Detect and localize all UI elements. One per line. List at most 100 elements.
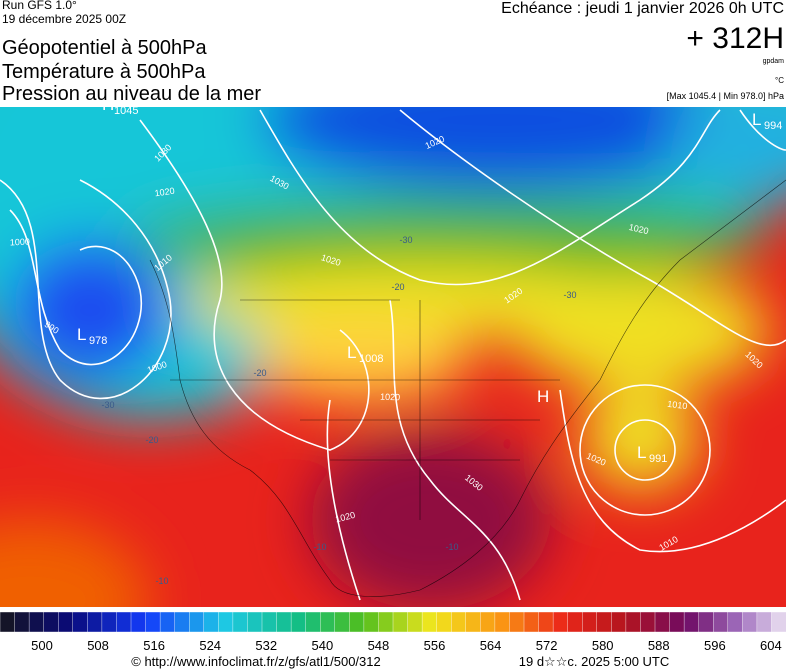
colorbar-cell <box>509 611 525 633</box>
colorbar-cell <box>480 611 496 633</box>
colorbar-cell <box>742 611 758 633</box>
colorbar-cell <box>218 611 234 633</box>
title-line: Température à 500hPa <box>2 61 206 83</box>
colorbar-cell <box>436 611 452 633</box>
colorbar-cell <box>669 611 685 633</box>
pressure-center-letter: L <box>752 110 761 129</box>
colorbar-cell <box>756 611 773 633</box>
run-label: Run GFS 1.0° <box>2 0 77 12</box>
pressure-center-value: 994 <box>764 120 782 132</box>
colorbar-cell <box>654 611 671 633</box>
colorbar-cell <box>465 611 482 633</box>
pressure-center-letter: H <box>102 95 114 114</box>
colorbar-cell <box>276 611 292 633</box>
colorbar-label: 572 <box>536 638 558 653</box>
title-line: Géopotentiel à 500hPa <box>2 37 207 59</box>
temperature-label: -20 <box>145 435 158 445</box>
colorbar-cell <box>698 611 714 633</box>
colorbar-cell <box>582 611 598 633</box>
colorbar-label: 516 <box>143 638 165 653</box>
colorbar-cell <box>451 611 467 633</box>
temperature-label: -10 <box>445 542 458 552</box>
footer-source: © http://www.infoclimat.fr/z/gfs/atl1/50… <box>131 654 380 669</box>
footer-time: 19 d☆☆c. 2025 5:00 UTC <box>519 654 670 669</box>
isobar-label: 1020 <box>154 186 175 199</box>
colorbar-cell <box>261 611 278 633</box>
colorbar-cell <box>72 611 89 633</box>
title-line: Pression au niveau de la mer <box>2 83 261 105</box>
colorbar-cell <box>771 611 786 633</box>
pressure-center-letter: L <box>347 343 356 362</box>
pressure-center-value: 991 <box>649 453 667 465</box>
temperature-label: -30 <box>101 400 114 410</box>
colorbar-cell <box>596 611 613 633</box>
unit-temperature: °C <box>775 76 784 85</box>
isobar <box>579 384 711 516</box>
colorbar-cell <box>247 611 263 633</box>
colorbar-cell <box>334 611 351 633</box>
colorbar-cell <box>552 611 569 633</box>
coastlines <box>149 179 786 597</box>
isobars <box>0 109 786 601</box>
colorbar-cell <box>101 611 118 633</box>
colorbar-cell <box>145 611 161 633</box>
lead-time: + 312H <box>686 22 784 55</box>
temperature-label: -30 <box>563 290 576 300</box>
colorbar-cell <box>14 611 30 633</box>
isobar-label: 1020 <box>380 392 400 403</box>
colorbar-label: 588 <box>648 638 670 653</box>
colorbar-label: 564 <box>480 638 502 653</box>
colorbar-cell <box>611 611 627 633</box>
colorbar-cell <box>392 611 409 633</box>
colorbar-label: 540 <box>311 638 333 653</box>
isobar <box>559 389 786 553</box>
isobar-label: 1000 <box>10 236 31 247</box>
colorbar-cell <box>421 611 438 633</box>
colorbar-cell <box>538 611 554 633</box>
colorbar-cell <box>625 611 642 633</box>
pressure-range: [Max 1045.4 | Min 978.0] hPa <box>667 91 784 101</box>
isobar-label: 1010 <box>667 399 688 411</box>
colorbar-cell <box>567 611 583 633</box>
colorbar-label: 604 <box>760 638 782 653</box>
colorbar-cell <box>407 611 423 633</box>
colorbar-label: 548 <box>368 638 390 653</box>
colorbar-cell <box>349 611 365 633</box>
pressure-center-letter: H <box>537 387 549 406</box>
colorbar-cell <box>320 611 336 633</box>
colorbar-cell <box>640 611 656 633</box>
run-date: 19 décembre 2025 00Z <box>2 12 126 26</box>
pressure-center-value: 978 <box>89 335 107 347</box>
colorbar-cell <box>378 611 394 633</box>
isobar-label: 1020 <box>334 510 356 525</box>
forecast-time: Echéance : jeudi 1 janvier 2026 0h UTC <box>501 0 784 17</box>
colorbar-cell <box>305 611 321 633</box>
colorbar-cell <box>683 611 700 633</box>
colorbar-label: 596 <box>704 638 726 653</box>
colorbar-cell <box>43 611 59 633</box>
colorbar-label: 556 <box>424 638 446 653</box>
pressure-center-letter: L <box>637 443 646 462</box>
colorbar-cell <box>290 611 307 633</box>
colorbar-cell <box>130 611 147 633</box>
colorbar-cell <box>0 611 16 633</box>
colorbar-label: 580 <box>592 638 614 653</box>
colorbar-cell <box>174 611 190 633</box>
temperature-label: -20 <box>253 368 266 378</box>
colorbar-label: 508 <box>87 638 109 653</box>
colorbar-cell <box>523 611 540 633</box>
isobar <box>326 399 361 601</box>
colorbar-cell <box>189 611 205 633</box>
unit-geopotential: gpdam <box>763 58 785 65</box>
pressure-center-value: 1008 <box>359 353 383 365</box>
colorbar: 500 508 516 524 532 540 548 556 564 572 580 588 596 6… <box>0 611 786 653</box>
colorbar-cell <box>116 611 132 633</box>
temperature-label: -10 <box>155 576 168 586</box>
colorbar-cell <box>713 611 729 633</box>
isobar <box>9 209 143 366</box>
colorbar-label: 524 <box>199 638 221 653</box>
colorbar-cell <box>203 611 220 633</box>
